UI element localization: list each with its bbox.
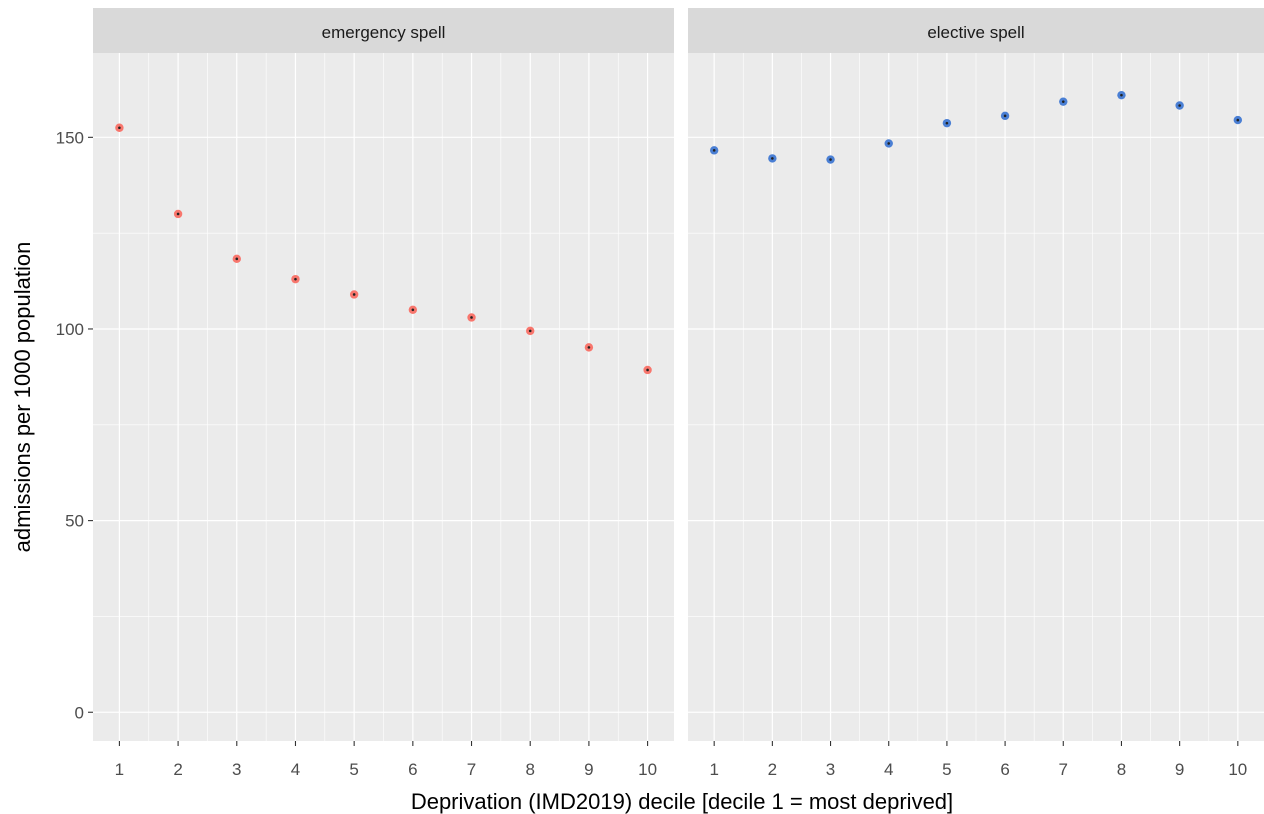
x-tick-label: 6 [408, 760, 417, 779]
facet-panel: 1 2 3 4 5 6 7 8 9 10 elective spell [688, 8, 1264, 779]
x-tick-label: 10 [1228, 760, 1247, 779]
data-point-center [528, 329, 532, 333]
y-tick-label: 150 [56, 128, 84, 147]
x-tick-label: 5 [349, 760, 358, 779]
x-tick-label: 4 [291, 760, 300, 779]
x-tick-label: 8 [1117, 760, 1126, 779]
data-point-center [646, 368, 649, 372]
data-point-center [411, 308, 415, 312]
data-point-center [587, 346, 591, 349]
x-tick-label: 9 [584, 760, 593, 779]
data-point-center [1120, 93, 1123, 97]
data-point-center [1061, 100, 1065, 103]
x-axis-title: Deprivation (IMD2019) decile [decile 1 =… [411, 789, 953, 814]
y-tick-label: 50 [65, 512, 84, 531]
data-point-center [470, 316, 473, 319]
facet-strip-label: emergency spell [322, 23, 446, 42]
data-point-center [771, 157, 774, 160]
x-tick-label: 8 [525, 760, 534, 779]
data-point-center [352, 293, 356, 296]
data-point-center [945, 121, 949, 125]
x-tick-label: 7 [1059, 760, 1068, 779]
x-tick-label: 4 [884, 760, 893, 779]
data-point-center [235, 257, 239, 261]
data-point-center [118, 126, 121, 130]
y-axis-title: admissions per 1000 population [10, 242, 35, 553]
x-tick-label: 5 [942, 760, 951, 779]
x-tick-label: 9 [1175, 760, 1184, 779]
data-point-center [176, 212, 180, 216]
x-tick-label: 1 [709, 760, 718, 779]
data-point-center [1178, 104, 1181, 107]
data-point-center [1236, 118, 1240, 122]
facet-strip-label: elective spell [927, 23, 1024, 42]
x-tick-label: 10 [638, 760, 657, 779]
facet-strip [93, 8, 674, 53]
x-tick-label: 1 [115, 760, 124, 779]
x-tick-label: 6 [1000, 760, 1009, 779]
x-tick-label: 3 [826, 760, 835, 779]
y-tick-label: 0 [75, 703, 84, 722]
data-point-center [887, 142, 891, 145]
x-tick-label: 2 [768, 760, 777, 779]
data-point-center [829, 158, 832, 161]
y-tick-label: 100 [56, 320, 84, 339]
x-tick-label: 2 [173, 760, 182, 779]
facet-panel: 1 2 3 4 5 6 7 8 9 10 emergency spell [93, 8, 674, 779]
x-tick-label: 3 [232, 760, 241, 779]
data-point-center [1003, 114, 1007, 118]
x-tick-label: 7 [467, 760, 476, 779]
data-point-center [712, 149, 716, 152]
facet-strip [688, 8, 1264, 53]
data-point-center [294, 277, 297, 281]
